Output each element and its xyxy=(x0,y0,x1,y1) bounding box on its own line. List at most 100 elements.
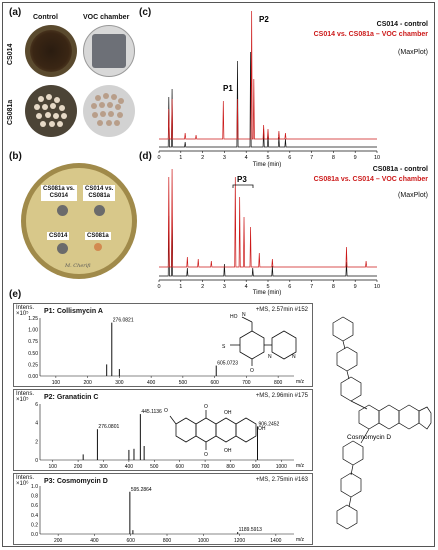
ms-ytick: 0.00 xyxy=(28,374,38,380)
tick-label: 7 xyxy=(310,155,313,161)
plate-cs081a-voc xyxy=(83,85,135,137)
ms1-spectrum: 1.25 1.00 0.75 0.50 0.25 0.00 100 200 300 400 500 6… xyxy=(28,316,304,386)
tick-label: 2 xyxy=(201,155,204,161)
chrom-d-maxplot: (MaxPlot) xyxy=(398,192,428,199)
peak-p1-label: P1 xyxy=(223,84,233,93)
chrom-c-xlabel: Time (min) xyxy=(253,162,281,168)
svg-text:O: O xyxy=(204,452,208,458)
ms2-header: +MS, 2.96min #175 xyxy=(255,393,308,399)
tick-label: 6 xyxy=(288,155,291,161)
ms3-yunit: Intens. ×10⁶ xyxy=(16,475,35,487)
ms-ytick: 0.4 xyxy=(31,513,38,519)
ms2-yunit: Intens. ×10⁵ xyxy=(16,391,35,403)
trace-control xyxy=(159,205,377,277)
chromatogram-d: 0 1 2 3 4 5 6 7 8 9 10 P3 Time (min) xyxy=(157,168,380,296)
tick-label: 8 xyxy=(332,284,335,290)
ms-peak-label: 906.2452 xyxy=(258,421,279,427)
svg-text:m/z: m/z xyxy=(296,537,305,543)
chrom-c-maxplot: (MaxPlot) xyxy=(398,49,428,56)
tick-label: 0 xyxy=(157,155,160,161)
ms-ytick: 0.2 xyxy=(31,522,38,528)
trace-voc xyxy=(159,11,377,140)
tick-label: 1 xyxy=(179,284,182,290)
ms-xtick: 300 xyxy=(99,464,108,470)
ms-peak-label: 276.0821 xyxy=(113,318,134,324)
ms-ytick: 2 xyxy=(35,439,38,445)
row-cs014: CS014 xyxy=(7,43,14,65)
figure: (a) Control VOC chamber CS014 CS081a xyxy=(2,2,435,547)
ms-ytick: 0.8 xyxy=(31,494,38,500)
granaticin-structure: O O O OH OH OH xyxy=(164,404,266,458)
collismycin-structure: HO N S O N N xyxy=(222,312,297,374)
ms-xtick: 200 xyxy=(74,464,83,470)
plate-label-1: CS081a vs. CS014 xyxy=(41,185,77,201)
svg-text:O: O xyxy=(164,408,168,414)
row-cs081a: CS081a xyxy=(7,99,14,125)
ms-ytick: 6 xyxy=(35,402,38,408)
chrom-d-legend-red: CS081a vs. CS014 – VOC chamber xyxy=(313,176,428,183)
p3-bracket xyxy=(232,184,254,188)
svg-text:N: N xyxy=(268,354,272,360)
panel-e-label: (e) xyxy=(9,289,22,300)
ms3-box: Intens. ×10⁶ P3: Cosmomycin D +MS, 2.75m… xyxy=(13,473,313,545)
ms-xtick: 600 xyxy=(127,538,136,544)
svg-text:OH: OH xyxy=(224,410,232,416)
svg-text:HO: HO xyxy=(230,314,238,320)
tick-label: 8 xyxy=(332,155,335,161)
ms-xtick: 500 xyxy=(150,464,159,470)
ms-peak-label: 276.0801 xyxy=(98,424,119,430)
ms-peak-label: 1189.5913 xyxy=(239,527,262,533)
ms2-spectrum: 6 4 2 0 100 200 300 400 500 600 700 800 900 1000 276.0… xyxy=(35,402,305,470)
tick-label: 5 xyxy=(266,284,269,290)
ms-xtick: 800 xyxy=(226,464,235,470)
tick-label: 0 xyxy=(157,284,160,290)
tick-label: 4 xyxy=(245,155,248,161)
ms1-header: +MS, 2.57min #152 xyxy=(255,307,308,313)
ms-ytick: 0 xyxy=(35,458,38,464)
ms-ytick: 1.00 xyxy=(28,328,38,334)
plate-cs081a-control xyxy=(25,85,77,137)
svg-text:m/z: m/z xyxy=(296,463,305,469)
ms-xtick: 900 xyxy=(252,464,261,470)
ms-xtick: 600 xyxy=(210,380,219,386)
plate-label-2: CS014 vs. CS081a xyxy=(83,185,116,201)
plate-cs014-voc xyxy=(83,25,135,77)
ms-xtick: 800 xyxy=(163,538,172,544)
svg-text:N: N xyxy=(242,312,246,318)
ms-xtick: 100 xyxy=(52,380,61,386)
plate-label-4: CS081a xyxy=(85,232,111,240)
ms-ytick: 4 xyxy=(35,421,38,427)
col-voc: VOC chamber xyxy=(83,14,130,21)
ms-ytick: 1.25 xyxy=(28,316,38,322)
colonies-1 xyxy=(34,94,67,127)
ms-ytick: 0.25 xyxy=(28,362,38,368)
chrom-d-legend-black: CS081a - control xyxy=(372,166,428,173)
peak-p2-label: P2 xyxy=(259,15,269,24)
ms-peak-label: 605.0723 xyxy=(217,361,238,367)
ms3-title: P3: Cosmomycin D xyxy=(44,478,108,485)
colonies-2 xyxy=(91,93,124,126)
ms-ytick: 0.0 xyxy=(31,532,38,538)
ms-xtick: 700 xyxy=(201,464,210,470)
trace-voc xyxy=(159,168,377,268)
tick-label: 4 xyxy=(245,284,248,290)
cosmomycin-structure: Cosmomycin D xyxy=(332,316,432,530)
svg-text:O: O xyxy=(204,404,208,410)
ms-xtick: 200 xyxy=(83,380,92,386)
chrom-c-legend-red: CS014 vs. CS081a – VOC chamber xyxy=(313,31,428,38)
ms2-title: P2: Granaticin C xyxy=(44,394,99,401)
ms-xtick: 700 xyxy=(242,380,251,386)
handwriting: M. Cherifi xyxy=(65,263,91,269)
ms-peak-label: 445.1136 xyxy=(141,409,162,415)
tick-label: 2 xyxy=(201,284,204,290)
chrom-c-legend-black: CS014 - control xyxy=(376,21,428,28)
ms2-box: Intens. ×10⁵ P2: Granaticin C +MS, 2.96m… xyxy=(13,389,313,471)
tick-label: 10 xyxy=(374,155,380,161)
ms-xtick: 1000 xyxy=(276,464,287,470)
plate-cs014-control xyxy=(25,25,77,77)
col-control: Control xyxy=(33,14,58,21)
ms1-yunit: Intens. ×10⁵ xyxy=(16,305,35,317)
ms-xtick: 600 xyxy=(176,464,185,470)
svg-text:O: O xyxy=(250,368,254,374)
ms3-header: +MS, 2.75min #163 xyxy=(255,477,308,483)
